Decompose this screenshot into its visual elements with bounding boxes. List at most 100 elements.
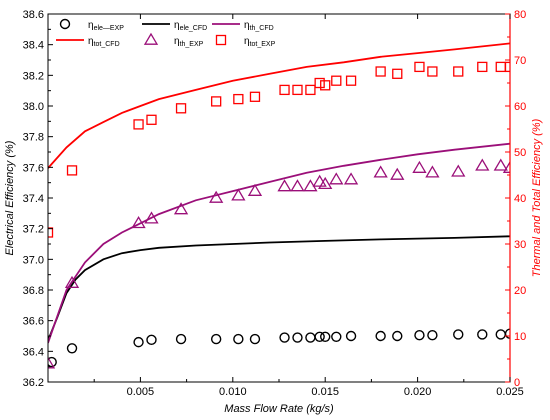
data-point-tot_exp	[249, 91, 261, 102]
y-left-tick-label: 38.6	[23, 9, 44, 21]
data-point-ele_exp	[279, 332, 290, 343]
legend-label: ηth_EXP	[174, 36, 204, 48]
x-tick-label: 0.025	[496, 386, 524, 398]
data-point-tot_exp	[495, 61, 506, 73]
data-point-ele_exp	[233, 333, 244, 345]
y-right-tick-label: 30	[514, 239, 526, 251]
data-point-tot_exp	[414, 61, 425, 73]
y-axis-right-title: Thermal and Total Efficiency (%)	[531, 118, 543, 277]
data-point-th_exp	[451, 164, 466, 177]
data-point-ele_exp	[175, 333, 187, 345]
data-point-th_exp	[502, 160, 510, 173]
data-point-th_exp	[373, 165, 388, 178]
y-right-tick-label: 20	[514, 285, 526, 297]
y-right-tick-label: 0	[514, 377, 520, 389]
data-point-ele_exp	[48, 356, 57, 368]
data-point-ele_exp	[146, 334, 157, 346]
data-point-th_exp	[412, 160, 427, 173]
data-point-tot_exp	[314, 77, 325, 89]
y-left-tick-label: 37.4	[23, 193, 44, 205]
plot-frame	[47, 13, 511, 383]
x-tick-label: 0.010	[219, 386, 247, 398]
y-left-tick-label: 37.0	[23, 254, 44, 266]
y-right-tick-label: 50	[514, 147, 526, 159]
data-point-tot_exp	[211, 96, 222, 107]
data-point-ele_exp	[414, 330, 425, 341]
data-point-th_exp	[390, 167, 405, 180]
data-point-th_exp	[277, 179, 292, 192]
data-point-th_exp	[64, 275, 80, 288]
data-point-ele_exp	[453, 329, 464, 340]
data-point-th_exp	[318, 176, 333, 190]
legend-swatch-square	[215, 34, 227, 46]
data-point-th_exp	[144, 211, 159, 224]
data-point-tot_exp	[175, 103, 187, 114]
y-left-tick-label: 36.2	[23, 377, 44, 389]
data-point-th_exp	[475, 158, 490, 171]
data-point-ele_exp	[392, 330, 403, 342]
series-line-th_cfd	[48, 142, 510, 344]
data-point-tot_exp	[504, 61, 510, 73]
y-left-tick-label: 37.6	[23, 162, 44, 174]
data-point-ele_exp	[320, 331, 331, 342]
data-point-ele_exp	[345, 330, 357, 342]
data-point-ele_exp	[292, 332, 303, 343]
data-point-tot_exp	[146, 114, 157, 125]
series-line-tot_cfd	[48, 42, 510, 169]
data-point-th_exp	[312, 174, 327, 187]
series-layer	[48, 42, 510, 369]
y-left-tick-label: 36.8	[23, 285, 44, 297]
data-point-ele_exp	[477, 329, 488, 340]
data-point-ele_exp	[427, 330, 438, 341]
data-point-tot_exp	[331, 75, 342, 86]
data-point-th_exp	[231, 188, 246, 201]
y-left-tick-label: 38.4	[23, 40, 44, 52]
data-point-ele_exp	[66, 343, 78, 354]
data-point-th_exp	[329, 172, 344, 185]
y-left-tick-label: 37.8	[23, 132, 44, 144]
data-point-tot_exp	[392, 68, 403, 79]
data-point-ele_exp	[314, 331, 325, 342]
data-point-ele_exp	[331, 331, 342, 342]
data-point-tot_exp	[345, 75, 357, 86]
data-point-th_exp	[48, 356, 56, 369]
data-point-ele_exp	[504, 328, 510, 339]
data-point-tot_exp	[279, 84, 290, 96]
legend: ηele—EXP ηele_CFD ηth_CFD ηtot_CFD ηth_EXP ηt…	[56, 18, 276, 48]
data-point-th_exp	[290, 179, 305, 192]
data-point-th_exp	[247, 183, 263, 196]
y-axis-left-title: Electrical Efficiency (%)	[4, 140, 16, 255]
data-point-tot_exp	[233, 93, 244, 105]
legend-label: ηth_CFD	[244, 20, 274, 32]
axis-ticks: 0.005 0.010 0.015 0.020 0.025 36.2 36.4 36.6 36.…	[23, 9, 527, 398]
data-point-th_exp	[209, 190, 224, 203]
y-right-tick-label: 70	[514, 55, 526, 67]
data-point-tot_exp	[320, 80, 331, 91]
y-right-tick-label: 40	[514, 193, 526, 205]
data-point-tot_exp	[427, 66, 438, 77]
y-right-tick-label: 80	[514, 9, 526, 21]
data-point-th_exp	[493, 158, 508, 171]
legend-label: ηele_CFD	[174, 20, 207, 32]
legend-label: ηele—EXP	[88, 20, 124, 32]
data-point-th_exp	[173, 202, 189, 215]
y-right-tick-label: 10	[514, 331, 526, 343]
data-point-ele_exp	[210, 333, 222, 345]
x-axis-title: Mass Flow Rate (kg/s)	[224, 403, 334, 415]
data-point-tot_exp	[453, 66, 464, 77]
data-point-th_exp	[131, 216, 146, 229]
data-point-tot_exp	[133, 119, 144, 130]
y-left-tick-label: 38.2	[23, 70, 44, 82]
data-point-ele_exp	[375, 330, 386, 342]
plot-border	[47, 13, 511, 383]
data-point-tot_exp	[292, 84, 303, 96]
x-tick-label: 0.015	[311, 386, 339, 398]
data-point-tot_exp	[305, 84, 316, 96]
y-left-tick-label: 36.4	[23, 346, 44, 358]
data-point-tot_exp	[375, 66, 386, 77]
data-point-ele_exp	[133, 336, 144, 348]
data-point-th_exp	[343, 172, 359, 185]
x-tick-label: 0.005	[127, 386, 155, 398]
y-left-tick-label: 36.6	[23, 316, 44, 328]
